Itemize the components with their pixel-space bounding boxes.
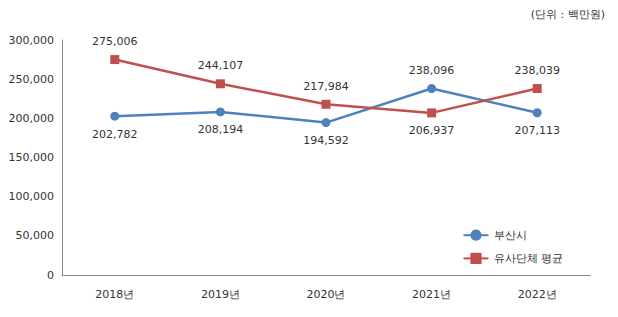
svg-text:2019년: 2019년: [201, 288, 240, 301]
svg-text:부산시: 부산시: [494, 229, 527, 242]
svg-text:202,782: 202,782: [92, 128, 138, 141]
svg-text:유사단체 평균: 유사단체 평균: [494, 252, 564, 265]
svg-text:0: 0: [47, 269, 54, 282]
svg-text:208,194: 208,194: [198, 123, 244, 136]
svg-text:207,113: 207,113: [514, 124, 560, 137]
svg-text:50,000: 50,000: [16, 229, 55, 242]
svg-text:250,000: 250,000: [9, 73, 55, 86]
svg-text:200,000: 200,000: [9, 112, 55, 125]
svg-text:206,937: 206,937: [409, 124, 455, 137]
svg-text:275,006: 275,006: [92, 35, 138, 48]
svg-text:244,107: 244,107: [198, 59, 244, 72]
svg-text:238,096: 238,096: [409, 64, 455, 77]
svg-text:2021년: 2021년: [412, 288, 451, 301]
svg-text:194,592: 194,592: [303, 134, 349, 147]
svg-text:238,039: 238,039: [514, 64, 560, 77]
svg-text:2018년: 2018년: [95, 288, 134, 301]
svg-text:150,000: 150,000: [9, 151, 55, 164]
svg-text:217,984: 217,984: [303, 80, 349, 93]
svg-text:300,000: 300,000: [9, 34, 55, 47]
svg-text:(단위 : 백만원): (단위 : 백만원): [531, 8, 605, 21]
svg-text:2020년: 2020년: [307, 288, 346, 301]
svg-text:2022년: 2022년: [518, 288, 557, 301]
svg-text:100,000: 100,000: [9, 190, 55, 203]
